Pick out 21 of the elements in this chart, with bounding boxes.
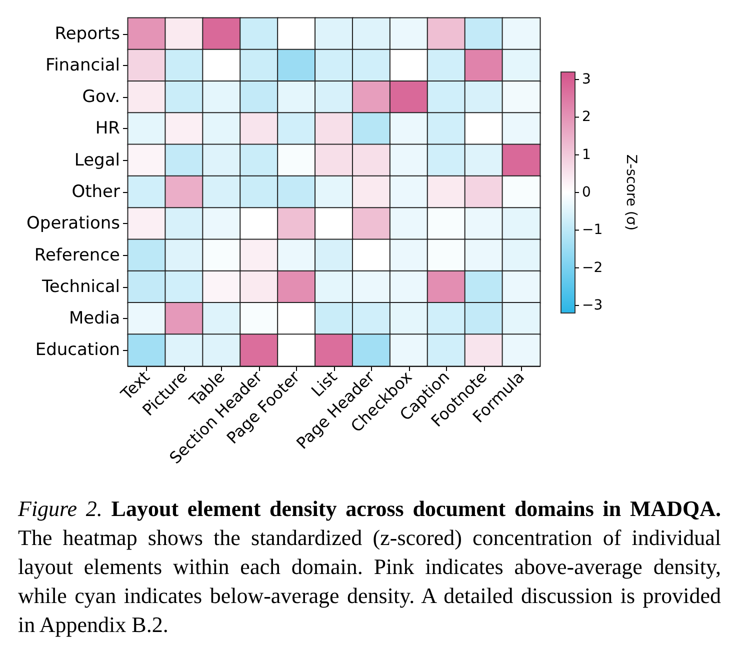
color-bar-label: 2 bbox=[582, 109, 591, 126]
y-tick-label: Media bbox=[68, 308, 120, 329]
color-bar-label: 0 bbox=[582, 184, 591, 200]
y-tick-label: Other bbox=[72, 182, 120, 202]
y-tick-label: Financial bbox=[46, 55, 120, 76]
y-tick-label: Gov. bbox=[82, 87, 120, 108]
color-bar-label: −1 bbox=[582, 222, 603, 238]
y-tick-label: Reference bbox=[34, 245, 120, 266]
color-bar-label: 3 bbox=[582, 72, 591, 88]
y-tick-label: Technical bbox=[40, 276, 120, 297]
y-tick-label: Reports bbox=[54, 24, 120, 44]
color-bar-label: 1 bbox=[582, 146, 591, 163]
color-bar-title: Z-score (σ) bbox=[623, 154, 639, 231]
color-bar-label: −3 bbox=[582, 297, 603, 314]
y-tick-label: Operations bbox=[26, 214, 120, 234]
y-tick-label: HR bbox=[95, 118, 120, 139]
y-tick-label: Education bbox=[35, 340, 120, 360]
color-bar-label: −2 bbox=[582, 260, 603, 276]
text: Figure 2. Layout element density across document domains in MADQA. bbox=[18, 496, 722, 521]
text: The heatmap shows the standardized (z-scored) concentration of individual layout elements within each domain. Pink indicates above-average density, while cyan indicates below-average density. A detailed discussion is provided in Appendix B.2. bbox=[18, 525, 721, 637]
y-tick-label: Legal bbox=[74, 150, 120, 170]
